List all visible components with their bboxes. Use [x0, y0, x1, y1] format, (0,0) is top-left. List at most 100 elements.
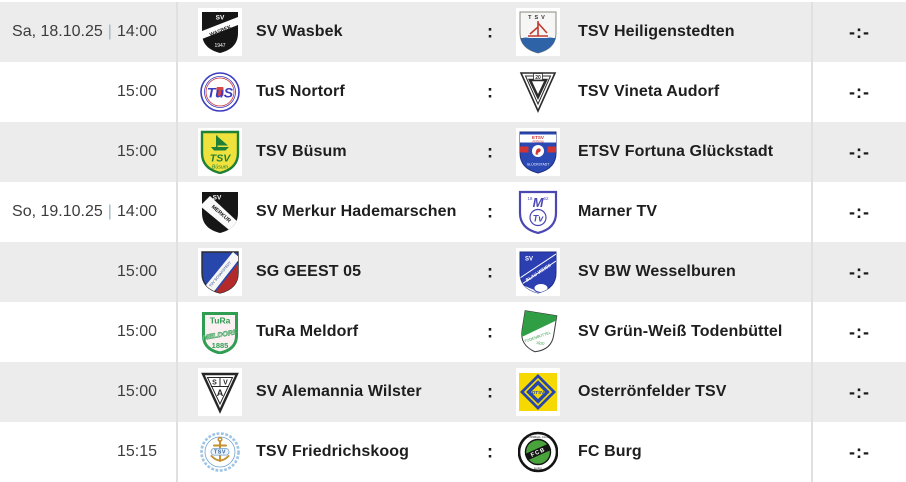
match-time: 15:00	[116, 83, 157, 100]
home-team-name: TuS Nortorf	[256, 83, 345, 100]
match-teams: TSV Büsum TSV Büsum : ETSV Fortuna	[178, 122, 813, 182]
away-team-logo: OTSV	[516, 368, 560, 416]
tsv-vineta-audorf-crest: 20	[519, 72, 557, 113]
match-score: -:-	[813, 242, 906, 302]
away-team-name: Marner TV	[578, 203, 658, 220]
home-team-logo: TSV Büsum	[198, 128, 242, 176]
match-row[interactable]: So, 19.10.25 | 14:00 SV MERKUR SV Merkur…	[0, 182, 906, 242]
sv-bw-wesselburen-crest: SV BLAU-WEISS	[519, 251, 557, 294]
svg-text:V: V	[223, 380, 228, 387]
match-teams: TuRa MELDORF 1885 TuRa Meldorf :	[178, 302, 813, 362]
svg-text:SV: SV	[216, 15, 225, 22]
svg-text:18: 18	[528, 196, 533, 201]
svg-text:Tv: Tv	[533, 214, 544, 224]
away-team-name: TSV Vineta Audorf	[578, 83, 720, 100]
date-time-separator: |	[107, 23, 112, 40]
away-team-logo: 20	[516, 68, 560, 116]
sv-alemannia-wilster-crest: S V A	[201, 372, 239, 414]
svg-text:62: 62	[544, 196, 549, 201]
svg-text:ETSV: ETSV	[532, 135, 545, 140]
home-team-name: TuRa Meldorf	[256, 323, 359, 340]
away-team-name: SV BW Wesselburen	[578, 263, 736, 280]
home-team-logo: TuS	[198, 68, 242, 116]
match-time: 15:00	[116, 383, 157, 400]
match-datetime: Sa, 18.10.25 | 14:00	[0, 2, 178, 62]
tura-meldorf-crest: TuRa MELDORF 1885	[202, 312, 239, 354]
match-row[interactable]: 15:15 TSV TSV Friedrichskoog	[0, 422, 906, 482]
svg-text:Büsum: Büsum	[212, 165, 229, 171]
svg-text:SV: SV	[525, 257, 533, 263]
svg-text:1920: 1920	[536, 341, 545, 346]
vs-colon: :	[487, 81, 493, 102]
svg-text:20: 20	[535, 75, 541, 81]
home-team-name: SG GEEST 05	[256, 263, 362, 280]
home-team-logo: TSV	[198, 428, 242, 476]
svg-text:FCB: FCB	[530, 447, 547, 459]
tus-nortorf-crest: TuS	[200, 72, 240, 112]
match-row[interactable]: 15:00 S V A SV Alemannia Wilster :	[0, 362, 906, 422]
svg-text:GLÜCKSTADT: GLÜCKSTADT	[527, 163, 550, 167]
match-teams: TSV TSV Friedrichskoog : FCB FUSSBALL CL…	[178, 422, 813, 482]
match-time: 14:00	[116, 203, 157, 220]
match-teams: S V A SV Alemannia Wilster : OTSV Osterr…	[178, 362, 813, 422]
fc-burg-crest: FCB FUSSBALL CLUB BURG	[518, 431, 558, 473]
svg-text:SV: SV	[213, 195, 222, 202]
match-datetime: 15:00	[0, 62, 178, 122]
match-datetime: 15:15	[0, 422, 178, 482]
vs-colon: :	[487, 381, 493, 402]
match-teams: SV WASBEK 1947 SV Wasbek : TSV	[178, 2, 813, 62]
svg-text:BURG: BURG	[534, 467, 542, 471]
match-teams: TSV SCHAFSTEDT SG GEEST 05 : SV BLAU-WEI	[178, 242, 813, 302]
match-time: 15:15	[116, 443, 157, 460]
score-placeholder: -:-	[849, 441, 870, 462]
home-team-logo: SV MERKUR	[198, 188, 242, 236]
svg-text:OTSV: OTSV	[532, 390, 545, 395]
match-score: -:-	[813, 302, 906, 362]
vs-colon: :	[487, 141, 493, 162]
score-placeholder: -:-	[849, 321, 870, 342]
home-team-name: TSV Büsum	[256, 143, 347, 160]
home-team-logo: TSV SCHAFSTEDT	[198, 248, 242, 296]
vs-colon: :	[487, 441, 493, 462]
svg-text:FUSSBALL CLUB: FUSSBALL CLUB	[527, 435, 550, 439]
svg-text:A: A	[217, 388, 224, 398]
score-placeholder: -:-	[849, 81, 870, 102]
score-placeholder: -:-	[849, 141, 870, 162]
away-team-logo: TSV	[516, 8, 560, 56]
match-row[interactable]: 15:00 TuS TuS Nortorf :	[0, 62, 906, 122]
away-team-name: FC Burg	[578, 443, 642, 460]
svg-text:TSV: TSV	[528, 15, 548, 21]
away-team-logo: TODENBÜTTEL 1920	[516, 308, 560, 356]
svg-text:TSV: TSV	[210, 153, 231, 165]
score-placeholder: -:-	[849, 381, 870, 402]
score-placeholder: -:-	[849, 261, 870, 282]
tsv-friedrichskoog-crest: TSV	[200, 432, 240, 472]
date-time-separator: |	[107, 203, 112, 220]
home-team-name: TSV Friedrichskoog	[256, 443, 409, 460]
svg-text:TSV: TSV	[214, 450, 226, 456]
home-team-name: SV Alemannia Wilster	[256, 383, 422, 400]
match-row[interactable]: 15:00 TuRa MELDORF 1885 TuRa Meldorf :	[0, 302, 906, 362]
etsv-fortuna-glueckstadt-crest: ETSV Fortuna GLÜCKSTADT	[519, 131, 557, 174]
match-row[interactable]: Sa, 18.10.25 | 14:00 SV WASBEK 1947 SV W…	[0, 2, 906, 62]
away-team-name: ETSV Fortuna Glückstadt	[578, 143, 774, 160]
match-datetime: 15:00	[0, 122, 178, 182]
match-teams: TuS TuS Nortorf : 20 TSV Vineta Audorf	[178, 62, 813, 122]
svg-text:1947: 1947	[214, 43, 225, 49]
match-score: -:-	[813, 362, 906, 422]
home-team-logo: TuRa MELDORF 1885	[198, 308, 242, 356]
match-time: 15:00	[116, 263, 157, 280]
home-team-name: SV Merkur Hademarschen	[256, 203, 457, 220]
home-team-name: SV Wasbek	[256, 23, 343, 40]
match-datetime: 15:00	[0, 242, 178, 302]
sg-geest-05-crest: TSV SCHAFSTEDT	[201, 251, 239, 294]
vs-colon: :	[487, 21, 493, 42]
match-datetime: 15:00	[0, 362, 178, 422]
match-teams: SV MERKUR SV Merkur Hademarschen : 18 62…	[178, 182, 813, 242]
match-row[interactable]: 15:00 TSV SCHAFSTEDT SG GEEST 05 :	[0, 242, 906, 302]
away-team-name: TSV Heiligenstedten	[578, 23, 735, 40]
osterroenfelder-tsv-crest: OTSV	[519, 373, 557, 411]
tsv-buesum-crest: TSV Büsum	[200, 130, 240, 174]
match-row[interactable]: 15:00 TSV Büsum TSV Büsum :	[0, 122, 906, 182]
